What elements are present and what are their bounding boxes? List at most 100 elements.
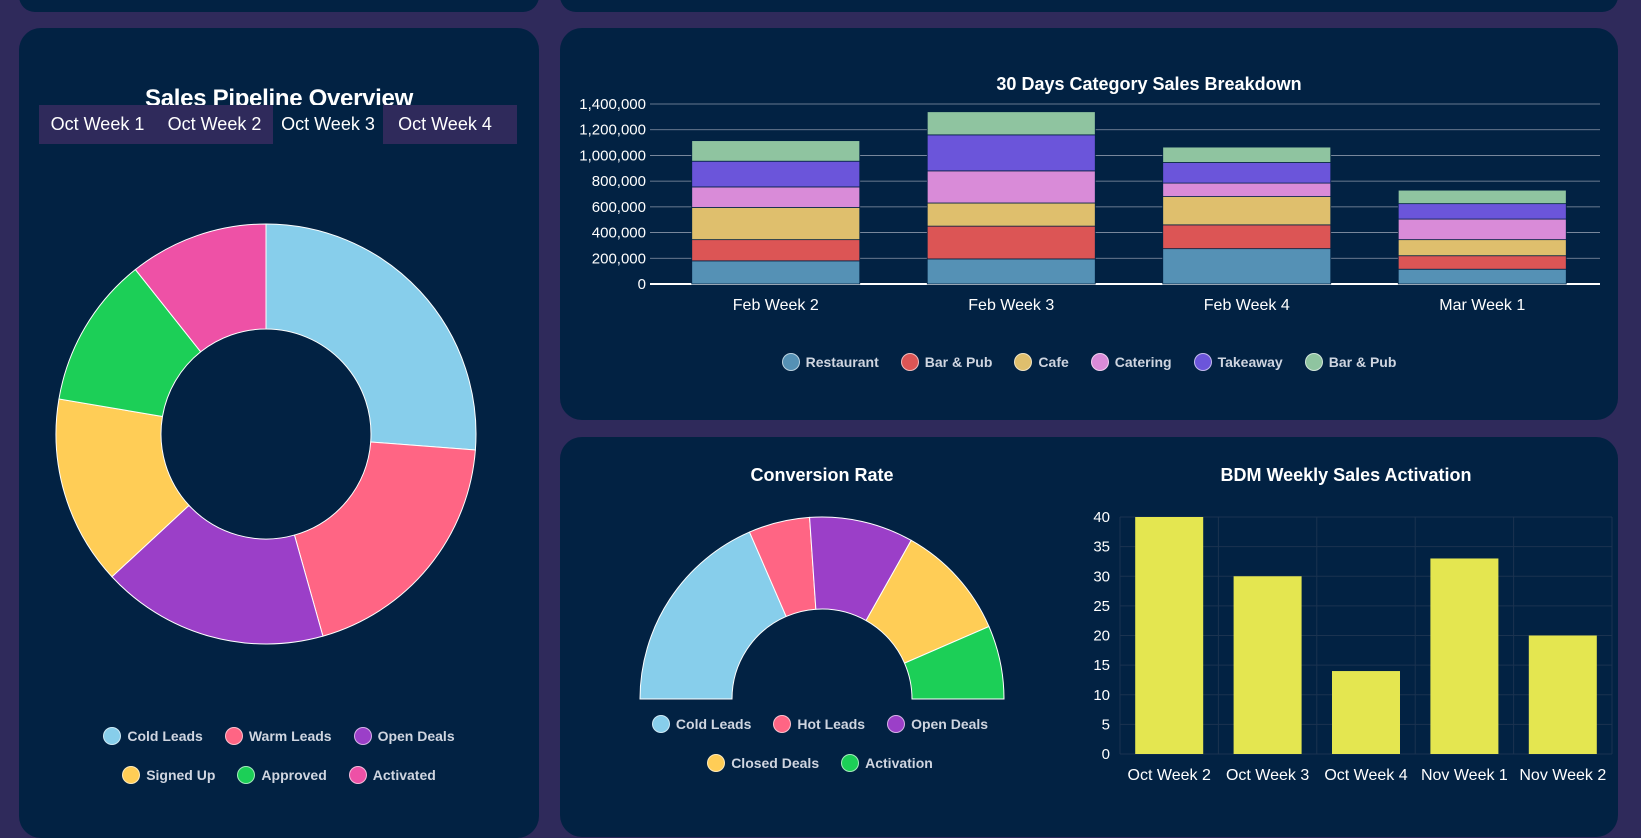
category-y-tick: 1,400,000 [579, 96, 646, 113]
bdm-x-tick: Nov Week 2 [1519, 767, 1606, 784]
legend-label: Open Deals [377, 728, 455, 744]
category-bar-feb-week-2-bar-and-pub-5[interactable] [691, 140, 861, 162]
legend-label: Signed Up [146, 767, 216, 783]
category-bar-feb-week-4-cafe-2[interactable] [1162, 196, 1332, 226]
legend-swatch [781, 353, 800, 371]
bdm-x-tick: Oct Week 2 [1128, 767, 1211, 784]
category-bar-feb-week-4-bar-and-pub-1[interactable] [1162, 224, 1332, 250]
tab-oct-week-1[interactable]: Oct Week 1 [50, 114, 145, 134]
pipeline-legend-signed-up[interactable]: Signed Up [122, 766, 215, 784]
legend-label: Restaurant [805, 354, 879, 370]
legend-swatch [1193, 353, 1212, 371]
category-bar-feb-week-4-catering-3[interactable] [1162, 182, 1332, 197]
legend-swatch [887, 715, 906, 733]
category-legend-catering-3[interactable]: Catering [1090, 353, 1172, 371]
category-y-tick: 600,000 [592, 199, 646, 216]
category-bar-feb-week-3-takeaway-4[interactable] [926, 134, 1096, 172]
category-y-tick: 0 [638, 276, 646, 293]
category-bar-mar-week-1-cafe-2[interactable] [1397, 239, 1567, 257]
legend-label: Catering [1114, 354, 1172, 370]
bdm-bar-chart: BDM Weekly Sales Activation 0 5 10 15 20 25 30 3… [1093, 465, 1613, 784]
legend-swatch [348, 766, 367, 784]
pipeline-legend-row-2: Signed Up Approved Activated [19, 763, 539, 787]
category-bar-feb-week-2-catering-3[interactable] [691, 186, 861, 208]
category-bar-feb-week-3-catering-3[interactable] [926, 170, 1096, 204]
legend-swatch [707, 754, 726, 772]
pipeline-slice-cold-leads[interactable] [265, 223, 477, 451]
pipeline-slice-open-deals[interactable] [111, 504, 324, 645]
legend-swatch [224, 727, 243, 745]
legend-swatch [353, 727, 372, 745]
bdm-x-tick: Nov Week 1 [1421, 767, 1508, 784]
category-bar-feb-week-3-bar-and-pub-1[interactable] [926, 225, 1096, 260]
legend-swatch [103, 727, 122, 745]
conversion-legend-closed-deals[interactable]: Closed Deals [707, 754, 819, 772]
legend-swatch [1014, 353, 1033, 371]
pipeline-legend-approved[interactable]: Approved [237, 766, 327, 784]
conversion-legend-cold-leads[interactable]: Cold Leads [651, 715, 752, 733]
pipeline-legend-cold-leads[interactable]: Cold Leads [103, 727, 203, 745]
bdm-x-tick: Oct Week 4 [1324, 767, 1407, 784]
category-legend-takeaway-4[interactable]: Takeaway [1193, 353, 1283, 371]
category-bar-feb-week-3-cafe-2[interactable] [926, 202, 1096, 227]
conversion-legend-hot-leads[interactable]: Hot Leads [773, 715, 865, 733]
bdm-y-tick: 0 [1102, 746, 1110, 763]
category-legend-bar-and-pub-5[interactable]: Bar & Pub [1304, 353, 1396, 371]
pipeline-legend-warm-leads[interactable]: Warm Leads [224, 727, 332, 745]
category-bar-feb-week-2-takeaway-4[interactable] [691, 160, 861, 188]
category-bar-feb-week-4-restaurant-0[interactable] [1162, 248, 1332, 285]
legend-swatch [841, 754, 860, 772]
category-chart-title: 30 Days Category Sales Breakdown [996, 74, 1301, 94]
category-y-tick: 800,000 [592, 173, 646, 190]
category-bar-feb-week-2-restaurant-0[interactable] [691, 260, 861, 285]
bdm-bar-oct-week-3[interactable] [1233, 576, 1302, 754]
legend-swatch [651, 715, 670, 733]
legend-swatch [122, 766, 141, 784]
category-bar-mar-week-1-catering-3[interactable] [1397, 218, 1567, 241]
conversion-slice-activation[interactable] [903, 625, 1005, 700]
category-bar-mar-week-1-takeaway-4[interactable] [1397, 203, 1567, 220]
bdm-bar-nov-week-1[interactable] [1430, 558, 1499, 754]
category-bar-feb-week-4-bar-and-pub-5[interactable] [1162, 146, 1332, 163]
top-left-card [19, 0, 539, 12]
pipeline-slice-warm-leads[interactable] [293, 441, 476, 637]
legend-label: Activated [372, 767, 436, 783]
pipeline-slice-activated[interactable] [134, 223, 267, 353]
conversion-legend-activation[interactable]: Activation [841, 754, 933, 772]
category-x-tick: Feb Week 4 [1204, 297, 1290, 314]
conversion-slice-cold-leads[interactable] [639, 531, 787, 700]
tab-oct-week-2[interactable]: Oct Week 2 [167, 114, 262, 134]
category-x-tick: Mar Week 1 [1439, 297, 1525, 314]
category-y-tick: 1,000,000 [579, 147, 646, 164]
category-bar-feb-week-3-restaurant-0[interactable] [926, 258, 1096, 285]
category-bar-feb-week-3-bar-and-pub-5[interactable] [926, 111, 1096, 136]
category-legend-bar-and-pub-1[interactable]: Bar & Pub [900, 353, 992, 371]
category-bar-mar-week-1-bar-and-pub-5[interactable] [1397, 189, 1567, 205]
conversion-bdm-card: Conversion Rate Cold Leads Hot Leads Open … [560, 437, 1618, 837]
bdm-bar-nov-week-2[interactable] [1528, 635, 1597, 755]
category-legend-cafe-2[interactable]: Cafe [1014, 353, 1069, 371]
legend-label: Approved [261, 767, 327, 783]
category-bar-feb-week-2-cafe-2[interactable] [691, 207, 861, 241]
legend-swatch [900, 353, 919, 371]
legend-label: Hot Leads [797, 716, 866, 732]
category-y-tick: 200,000 [592, 250, 646, 267]
legend-label: Cold Leads [675, 716, 752, 732]
category-legend: Restaurant Bar & Pub Cafe Catering Takeaway B… [560, 350, 1618, 374]
bdm-y-tick: 25 [1093, 598, 1110, 615]
pipeline-card: Sales Pipeline Overview Oct Week 1 Oct W… [19, 28, 539, 838]
tab-oct-week-4[interactable]: Oct Week 4 [398, 114, 492, 134]
bdm-bar-oct-week-2[interactable] [1135, 517, 1204, 754]
category-bar-mar-week-1-restaurant-0[interactable] [1397, 268, 1567, 285]
conversion-chart-title: Conversion Rate [750, 465, 893, 485]
category-bar-mar-week-1-bar-and-pub-1[interactable] [1397, 255, 1567, 270]
pipeline-legend-open-deals[interactable]: Open Deals [353, 727, 455, 745]
category-bar-feb-week-2-bar-and-pub-1[interactable] [691, 239, 861, 262]
pipeline-legend-activated[interactable]: Activated [348, 766, 436, 784]
conversion-legend-open-deals[interactable]: Open Deals [887, 715, 988, 733]
tab-oct-week-3[interactable]: Oct Week 3 [273, 105, 383, 144]
bdm-y-tick: 35 [1093, 539, 1110, 556]
category-bar-feb-week-4-takeaway-4[interactable] [1162, 162, 1332, 184]
category-legend-restaurant-0[interactable]: Restaurant [781, 353, 879, 371]
bdm-bar-oct-week-4[interactable] [1332, 671, 1400, 754]
